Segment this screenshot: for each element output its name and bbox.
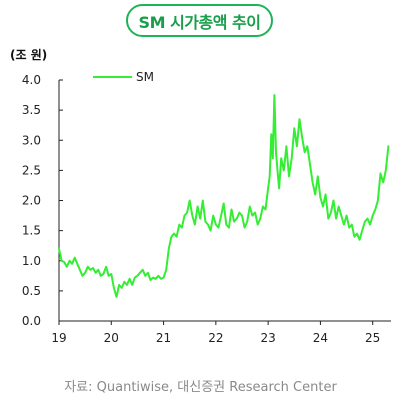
y-tick-label: 3.5	[22, 103, 41, 117]
x-tick-label: 19	[51, 331, 66, 345]
x-tick-label: 22	[208, 331, 223, 345]
x-tick-label: 23	[260, 331, 275, 345]
source-note: 자료: Quantiwise, 대신증권 Research Center	[64, 380, 337, 395]
y-axis-unit-label: (조 원)	[10, 48, 48, 62]
y-tick-label: 1.0	[22, 254, 41, 268]
y-tick-label: 2.5	[22, 163, 41, 177]
x-tick-label: 20	[104, 331, 119, 345]
chart-title: SM 시가총액 추이	[126, 4, 273, 37]
x-tick-label: 24	[313, 331, 328, 345]
series-line-sm	[58, 94, 390, 298]
y-tick-label: 1.5	[22, 224, 41, 238]
chart-axes: 0.0 0.5 1.0 1.5 2.0 2.5 3.0 3.5 4.0 19 20 21 22 23 24 2…	[22, 73, 391, 345]
y-tick-label: 2.0	[22, 194, 41, 208]
y-tick-label: 4.0	[22, 73, 41, 87]
y-tick-label: 0.5	[22, 284, 41, 298]
y-tick-label: 3.0	[22, 133, 41, 147]
x-tick-label: 21	[156, 331, 171, 345]
legend: SM	[93, 70, 154, 84]
y-tick-label: 0.0	[22, 314, 41, 328]
legend-label: SM	[136, 70, 154, 84]
series-layer	[58, 94, 390, 298]
x-tick-label: 25	[365, 331, 380, 345]
